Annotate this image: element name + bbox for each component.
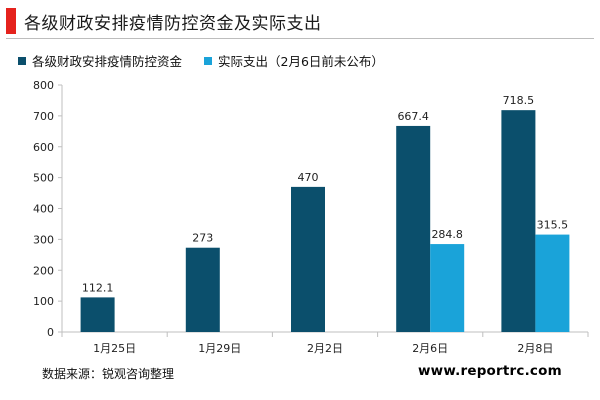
data-label-series-2: 284.8 [431,228,463,241]
bar-series-1 [80,297,115,332]
x-tick-label: 1月25日 [93,342,136,355]
data-source-note: 数据来源：锐观咨询整理 [42,367,175,381]
x-tick-label: 2月8日 [517,342,553,355]
legend-item-series-2: 实际支出（2月6日前未公布） [204,51,384,70]
y-tick-label: 800 [33,79,54,92]
legend-swatch-series-1 [18,56,26,65]
legend-item-series-1: 各级财政安排疫情防控资金 [18,51,182,70]
bar-series-2 [430,244,465,332]
bar-series-1 [185,247,220,332]
site-url: www.reportrc.com [418,363,562,379]
y-tick-label: 400 [33,203,54,216]
data-label-series-1: 718.5 [503,94,535,107]
bar-series-1 [396,125,431,332]
title-accent-bar [6,8,16,34]
x-tick-label: 2月2日 [307,342,343,355]
y-tick-label: 200 [33,264,54,277]
data-label-series-1: 112.1 [82,281,114,294]
title-divider [6,38,594,39]
legend-swatch-series-2 [204,56,213,65]
bar-series-1 [501,110,536,333]
x-tick-label: 1月29日 [198,342,241,355]
data-label-series-1: 667.4 [397,110,429,123]
legend-label-series-1: 各级财政安排疫情防控资金 [32,54,183,69]
bar-series-1 [291,186,325,332]
bar-series-2 [535,234,570,332]
data-label-series-1: 470 [298,171,319,184]
y-tick-label: 500 [33,172,54,185]
y-tick-label: 600 [33,141,54,154]
legend-label-series-2: 实际支出（2月6日前未公布） [218,54,384,69]
page-title: 各级财政安排疫情防控资金及实际支出 [24,14,322,34]
y-tick-label: 300 [33,233,54,246]
data-label-series-1: 273 [192,232,213,245]
y-tick-label: 100 [33,295,54,308]
data-label-series-2: 315.5 [537,219,569,232]
chart-legend: 各级财政安排疫情防控资金 实际支出（2月6日前未公布） [18,51,406,70]
x-tick-label: 2月6日 [412,342,448,355]
y-tick-label: 0 [47,326,54,339]
y-tick-label: 700 [33,110,54,123]
